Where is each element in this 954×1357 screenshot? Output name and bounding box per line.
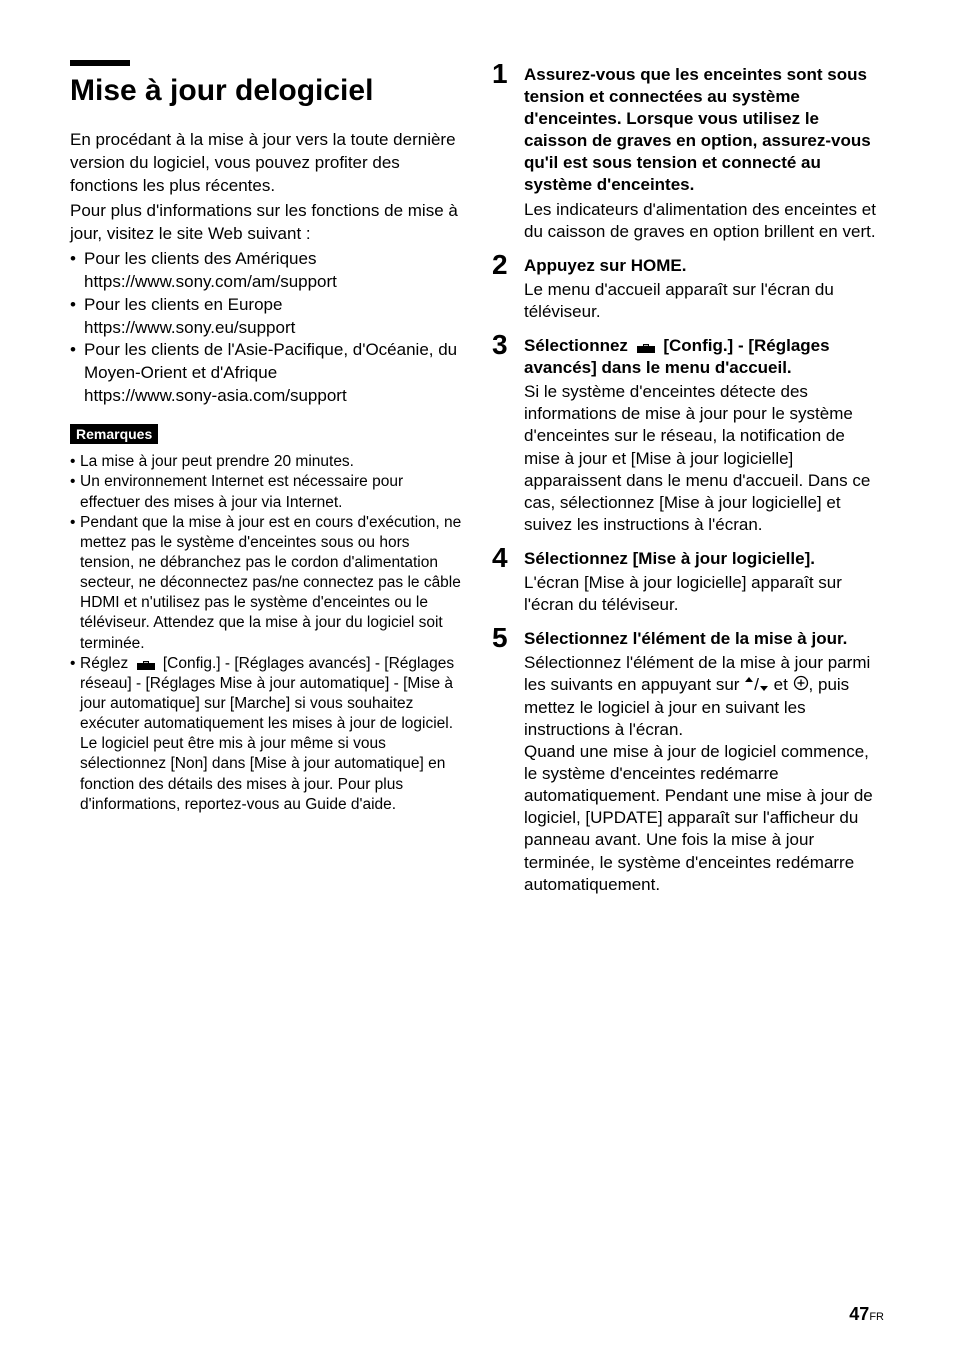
step-number: 3 — [492, 331, 512, 536]
support-link-item: Pour les clients de l'Asie-Pacifique, d'… — [70, 339, 462, 385]
remark-item: Pendant que la mise à jour est en cours … — [70, 513, 462, 654]
toolbox-icon — [135, 656, 157, 672]
step-heading: Assurez-vous que les enceintes sont sous… — [524, 64, 884, 197]
step-body: Appuyez sur HOME. Le menu d'accueil appa… — [524, 251, 884, 323]
step-number: 1 — [492, 60, 512, 243]
remark-item: Un environnement Internet est nécessaire… — [70, 472, 462, 512]
support-links-list: Pour les clients des Amériques https://w… — [70, 248, 462, 409]
step-body: Sélectionnez l'élément de la mise à jour… — [524, 624, 884, 896]
intro-paragraph-2: Pour plus d'informations sur les fonctio… — [70, 200, 462, 246]
remark-item: Réglez [Config.] - [Réglages avancés] - … — [70, 654, 462, 815]
step: 3 Sélectionnez [Config.] - [Réglages ava… — [492, 331, 884, 536]
page-content: Mise à jour delogiciel En procédant à la… — [70, 60, 884, 904]
step-body: Assurez-vous que les enceintes sont sous… — [524, 60, 884, 243]
support-link-item: Pour les clients des Amériques — [70, 248, 462, 271]
enter-icon — [793, 675, 809, 697]
page-number-value: 47 — [849, 1304, 869, 1324]
step-text: L'écran [Mise à jour logicielle] apparaî… — [524, 572, 884, 616]
step-text-2: Quand une mise à jour de logiciel commen… — [524, 741, 884, 896]
step-number: 2 — [492, 251, 512, 323]
left-column: Mise à jour delogiciel En procédant à la… — [70, 60, 462, 904]
step-text: Les indicateurs d'alimentation des encei… — [524, 199, 884, 243]
remark-text-post: [Config.] - [Réglages avancés] - [Réglag… — [80, 655, 454, 813]
up-down-arrow-icon — [759, 675, 769, 697]
section-title: Mise à jour delogiciel — [70, 74, 462, 107]
step-body: Sélectionnez [Config.] - [Réglages avanc… — [524, 331, 884, 536]
step: 5 Sélectionnez l'élément de la mise à jo… — [492, 624, 884, 896]
step-text: Sélectionnez l'élément de la mise à jour… — [524, 652, 884, 741]
support-link-url: https://www.sony.com/am/support — [70, 271, 462, 294]
remark-text-pre: Réglez — [80, 655, 133, 672]
step: 1 Assurez-vous que les enceintes sont so… — [492, 60, 884, 243]
intro-paragraph-1: En procédant à la mise à jour vers la to… — [70, 129, 462, 198]
section-rule — [70, 60, 130, 66]
support-link-url: https://www.sony.eu/support — [70, 317, 462, 340]
step-heading: Appuyez sur HOME. — [524, 255, 884, 277]
step-number: 4 — [492, 544, 512, 616]
support-link-url: https://www.sony-asia.com/support — [70, 385, 462, 408]
support-link-label: Pour les clients de l'Asie-Pacifique, d'… — [84, 340, 457, 382]
page-number-suffix: FR — [869, 1311, 884, 1323]
up-down-arrow-icon — [744, 675, 754, 697]
step: 4 Sélectionnez [Mise à jour logicielle].… — [492, 544, 884, 616]
step-number: 5 — [492, 624, 512, 896]
step-text-mid: et — [769, 675, 793, 694]
page-number: 47FR — [849, 1304, 884, 1325]
remark-item: La mise à jour peut prendre 20 minutes. — [70, 452, 462, 472]
toolbox-icon — [635, 339, 657, 355]
right-column: 1 Assurez-vous que les enceintes sont so… — [492, 60, 884, 904]
step-body: Sélectionnez [Mise à jour logicielle]. L… — [524, 544, 884, 616]
step-text: Si le système d'enceintes détecte des in… — [524, 381, 884, 536]
step-heading: Sélectionnez [Mise à jour logicielle]. — [524, 548, 884, 570]
step-heading-pre: Sélectionnez — [524, 336, 633, 355]
step-text: Le menu d'accueil apparaît sur l'écran d… — [524, 279, 884, 323]
support-link-label: Pour les clients des Amériques — [84, 249, 316, 268]
step-heading: Sélectionnez l'élément de la mise à jour… — [524, 628, 884, 650]
remarks-heading: Remarques — [70, 424, 158, 444]
remarks-list: La mise à jour peut prendre 20 minutes. … — [70, 452, 462, 815]
support-link-label: Pour les clients en Europe — [84, 295, 282, 314]
step-heading: Sélectionnez [Config.] - [Réglages avanc… — [524, 335, 884, 379]
step: 2 Appuyez sur HOME. Le menu d'accueil ap… — [492, 251, 884, 323]
support-link-item: Pour les clients en Europe — [70, 294, 462, 317]
